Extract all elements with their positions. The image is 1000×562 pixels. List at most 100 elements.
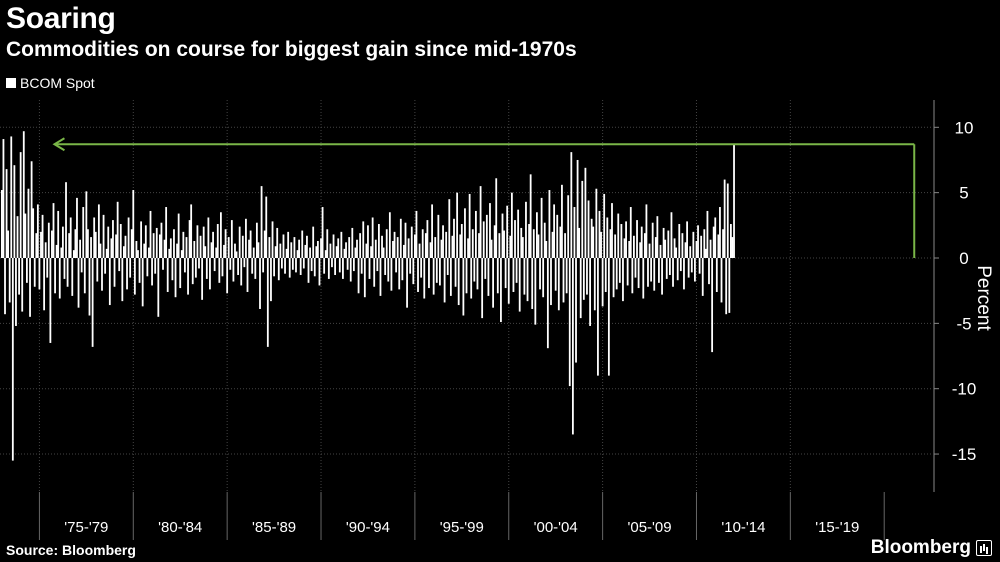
bar [559, 226, 562, 258]
bar [252, 247, 255, 258]
bar [68, 233, 71, 258]
bar [371, 217, 374, 258]
y-axis-label: Percent [973, 265, 994, 331]
bar [47, 222, 50, 258]
bar [285, 248, 288, 258]
bar [542, 258, 545, 298]
bar [623, 238, 626, 258]
bar [83, 258, 86, 294]
bar [518, 258, 521, 312]
bar [509, 235, 512, 258]
bar [304, 244, 307, 258]
bar [498, 233, 501, 258]
bar [51, 230, 53, 258]
x-tick-label: '00-'04 [534, 519, 578, 536]
x-tick-label: '90-'94 [346, 519, 390, 536]
bar [600, 231, 602, 258]
bar [224, 229, 227, 258]
bar [490, 239, 493, 258]
bar [335, 246, 338, 258]
bar [29, 258, 31, 317]
bar [36, 204, 39, 258]
bar [589, 258, 591, 326]
bar [601, 258, 604, 307]
bar [729, 224, 732, 258]
bar [245, 218, 247, 258]
bar [165, 207, 168, 258]
bar-chart-icon [976, 540, 992, 556]
bar [276, 227, 279, 258]
bar [0, 190, 3, 258]
bar [60, 247, 63, 258]
bar [706, 210, 709, 258]
bar [99, 243, 102, 258]
bar [288, 258, 291, 278]
bar [241, 235, 244, 258]
bar [604, 258, 607, 292]
bar [532, 229, 535, 258]
bar [639, 242, 642, 258]
bar [215, 247, 218, 258]
bar [731, 237, 734, 258]
bar [141, 258, 144, 307]
y-tick-label: 5 [959, 184, 968, 203]
bar [257, 242, 260, 258]
bar [54, 258, 56, 294]
bar [243, 258, 246, 268]
bar [327, 258, 330, 279]
bar [352, 258, 355, 272]
bar [406, 258, 408, 308]
bar [720, 258, 723, 303]
bar [545, 241, 548, 258]
bar [373, 258, 376, 287]
bar [550, 258, 552, 306]
bar [307, 258, 310, 283]
bar [169, 238, 172, 258]
bar [418, 243, 421, 258]
bar [683, 258, 685, 290]
bar [468, 193, 471, 258]
bar [500, 258, 502, 323]
bar [546, 258, 549, 349]
bar [448, 199, 451, 258]
bar [196, 225, 199, 258]
bar [687, 258, 690, 278]
bar [539, 258, 541, 290]
bar [19, 152, 22, 258]
y-tick-label: -15 [952, 445, 977, 464]
bar [457, 258, 460, 306]
bar [295, 258, 297, 273]
bar [331, 258, 333, 268]
bar [168, 248, 171, 258]
bar [309, 247, 311, 258]
bar [354, 247, 357, 258]
bar [424, 233, 427, 258]
bar [534, 258, 537, 325]
bar [628, 241, 631, 258]
bar [343, 248, 346, 258]
bar [209, 258, 211, 290]
bar [66, 258, 69, 287]
bar [174, 258, 177, 298]
bar [428, 258, 430, 289]
bar [625, 221, 627, 258]
bar [576, 159, 579, 258]
bar [526, 258, 529, 302]
bar [423, 258, 426, 299]
bar [15, 258, 17, 326]
bar [249, 230, 252, 258]
bar [57, 210, 60, 258]
bar [637, 258, 640, 289]
bar [91, 258, 94, 347]
bar [177, 213, 180, 258]
x-tick-label: '10-'14 [721, 519, 765, 536]
gridlines [0, 100, 932, 492]
bar [573, 207, 576, 258]
x-tick-label: '15-'19 [815, 519, 859, 536]
bar [149, 210, 152, 258]
bar [521, 237, 524, 258]
bar [52, 203, 55, 258]
bar [112, 220, 114, 258]
bar [27, 188, 30, 258]
bar [234, 243, 236, 258]
